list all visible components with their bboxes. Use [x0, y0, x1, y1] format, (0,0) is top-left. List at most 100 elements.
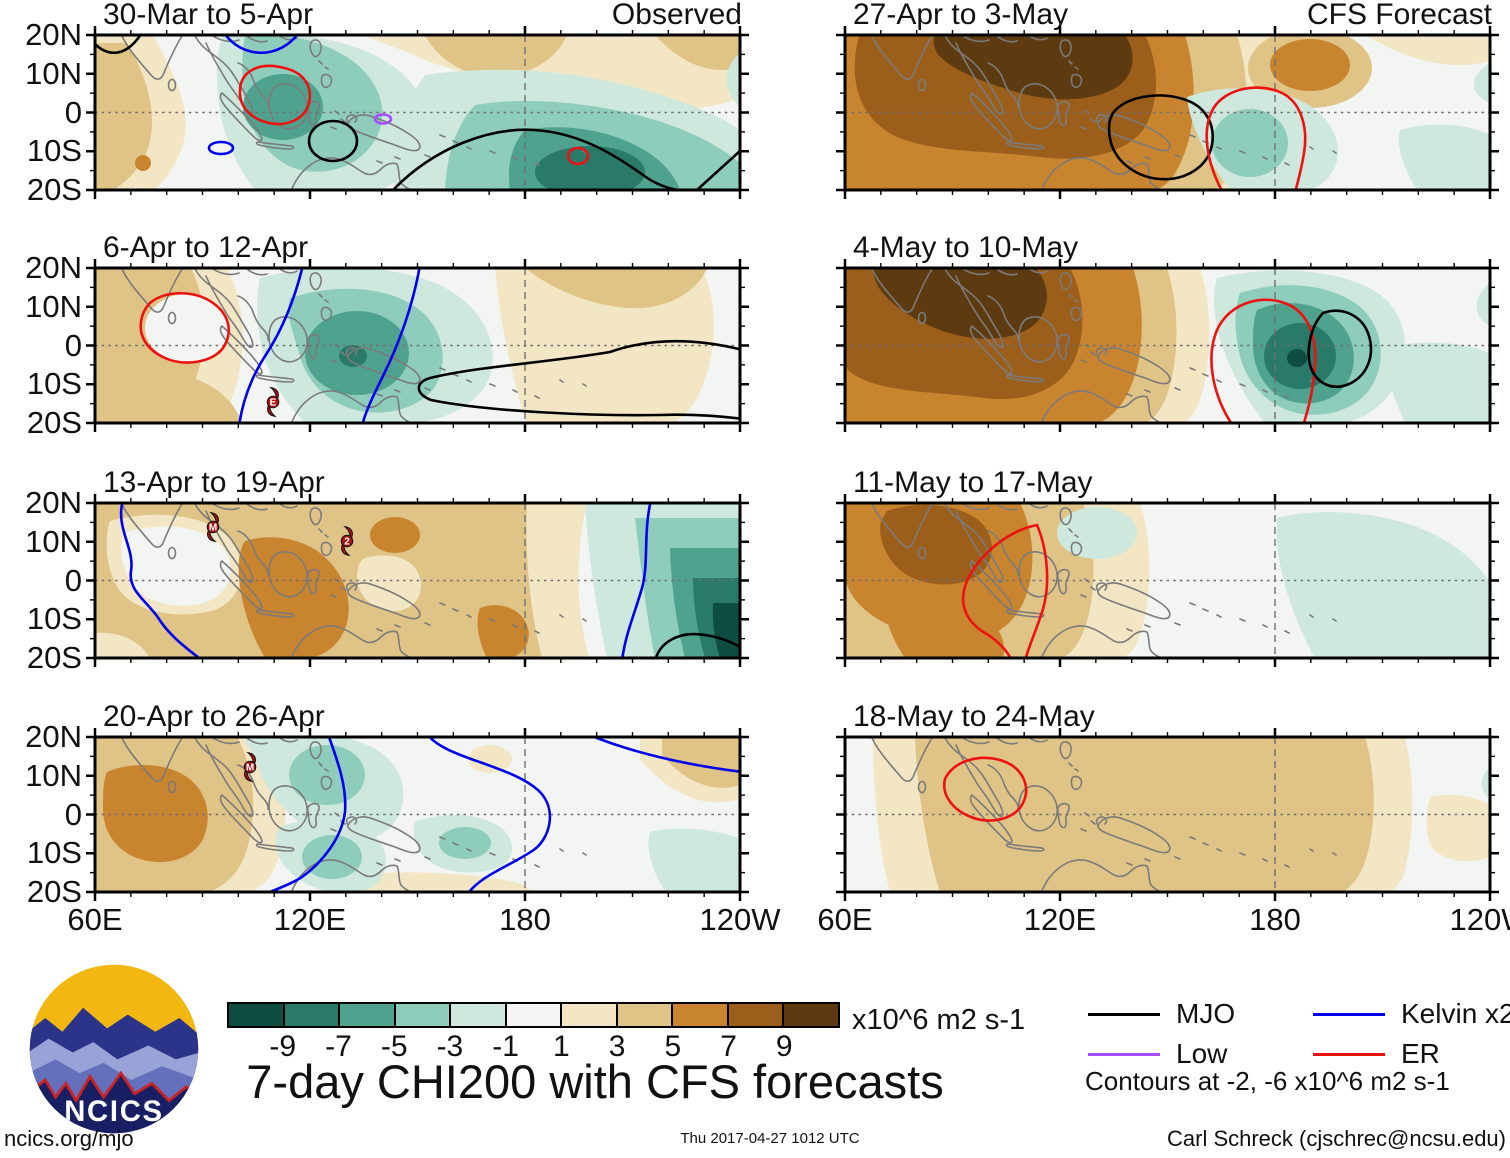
lon-label: 120E [273, 902, 347, 937]
colorbar-cell [671, 1002, 729, 1028]
lon-label: 60E [67, 902, 123, 937]
svg-text:M: M [209, 523, 217, 534]
colorbar-cell [726, 1002, 785, 1028]
colorbar-tick-label: 3 [608, 1030, 626, 1063]
lat-label: 20N [25, 485, 82, 520]
wave-contours [266, 737, 740, 892]
map-panel-3: M 2 [86, 494, 749, 667]
main-title: 7-day CHI200 with CFS forecasts [246, 1055, 944, 1108]
colorbar-tick-label: 7 [720, 1030, 737, 1063]
legend-label: Low [1176, 1038, 1228, 1069]
legend-note: Contours at -2, -6 x10^6 m2 s-1 [1085, 1066, 1450, 1096]
colorbar-tick-label: 9 [775, 1030, 793, 1063]
lon-label: 60E [817, 902, 873, 937]
lat-label: 20S [26, 172, 82, 207]
column-subtitle-observed: Observed [611, 0, 742, 31]
fill-contours [95, 35, 740, 190]
graticule [845, 268, 1490, 423]
graticule [845, 503, 1490, 658]
colorbar-cell [227, 1002, 285, 1028]
panel-13apr-19apr: 13-Apr to 19-Apr [86, 466, 749, 667]
lon-label: 180 [499, 902, 551, 937]
lat-label: 20S [26, 405, 82, 440]
lat-label: 10N [25, 757, 82, 793]
axis-ticks [86, 494, 749, 667]
lon-label: 120E [1023, 902, 1097, 937]
wave-contours [119, 503, 740, 658]
storm-marker: M [206, 512, 220, 542]
panel-18may-24may: 18-May to 24-May [836, 700, 1499, 901]
colorbar-tick-label: -9 [269, 1030, 297, 1063]
colorbar-cell [782, 1002, 841, 1028]
lat-label: 10S [26, 601, 82, 637]
er-line-swatch [1313, 1053, 1385, 1056]
svg-text:M: M [246, 763, 254, 774]
colorbar [227, 1002, 841, 1028]
kelvin-line-swatch [1313, 1013, 1385, 1016]
ncics-logo: NCICS [29, 964, 199, 1134]
panel-title: 4-May to 10-May [853, 231, 1079, 264]
colorbar-tick-label: 5 [664, 1030, 682, 1063]
lat-axis-row-4: 20N 10N 0 10S 20S [0, 719, 86, 909]
panel-11may-17may: 11-May to 17-May [836, 466, 1499, 667]
lat-label: 0 [64, 796, 82, 832]
lat-label: 0 [64, 327, 82, 363]
axis-ticks [86, 26, 749, 199]
storm-marker: 2 [340, 526, 354, 556]
svg-text:2: 2 [344, 537, 350, 548]
wave-contours [942, 756, 1028, 822]
storm-marker: E [266, 387, 280, 417]
graticule [95, 35, 740, 190]
map-panel-1 [86, 26, 749, 199]
lat-label: 10N [25, 55, 82, 91]
panel-title: 11-May to 17-May [853, 466, 1093, 499]
wave-contours [95, 35, 740, 190]
colorbar-units: x10^6 m2 s-1 [852, 1004, 1026, 1036]
colorbar-tick-label: -5 [380, 1030, 408, 1063]
wave-contours [1107, 86, 1307, 190]
map-panel-2: E [86, 259, 749, 432]
lat-label: 20N [25, 719, 82, 754]
footer-timestamp: Thu 2017-04-27 1012 UTC [680, 1130, 860, 1147]
map-panel-6 [836, 259, 1499, 432]
panel-title: 13-Apr to 19-Apr [103, 466, 325, 499]
panel-6apr-12apr: 6-Apr to 12-Apr [86, 231, 749, 432]
lat-label: 20S [26, 640, 82, 675]
colorbar-cell [393, 1002, 452, 1028]
wave-contours [961, 523, 1049, 658]
graticule [95, 503, 740, 658]
lat-label: 10S [26, 835, 82, 871]
graticule [845, 35, 1490, 190]
lat-label: 10S [26, 366, 82, 402]
low-line-swatch [1088, 1053, 1160, 1056]
wave-contours [1210, 298, 1373, 423]
panel-30mar-5apr: 30-Mar to 5-Apr Observed [86, 0, 749, 199]
panel-title: 6-Apr to 12-Apr [103, 231, 309, 264]
panel-title: 27-Apr to 3-May [853, 0, 1069, 31]
storm-marker: M [243, 752, 257, 782]
map-panel-7 [836, 494, 1499, 667]
colorbar-tick-label: -3 [436, 1030, 464, 1063]
lat-label: 20N [25, 17, 82, 52]
lon-label: 120W [699, 902, 781, 937]
lat-axis-row-1: 20N 10N 0 10S 20S [0, 17, 86, 207]
column-subtitle-cfs-forecast: CFS Forecast [1306, 0, 1492, 31]
lat-label: 10N [25, 288, 82, 324]
colorbar-cell [560, 1002, 618, 1028]
fill-contours [873, 737, 1490, 892]
fill-contours [95, 737, 740, 892]
lat-label: 10S [26, 133, 82, 169]
axis-ticks [836, 728, 1499, 901]
colorbar-tick-label: -1 [492, 1030, 519, 1063]
lon-label: 120W [1449, 902, 1510, 937]
fill-contours [845, 268, 1490, 423]
panel-20apr-26apr: 20-Apr to 26-Apr [86, 700, 749, 901]
colorbar-cell [504, 1002, 563, 1028]
colorbar-cell [449, 1002, 507, 1028]
fill-contours [845, 35, 1490, 190]
colorbar-tick-label: 1 [553, 1030, 570, 1063]
axis-ticks [86, 259, 749, 432]
panel-title: 18-May to 24-May [853, 700, 1095, 733]
map-panel-8 [836, 728, 1499, 901]
footer-url: ncics.org/mjo [4, 1126, 134, 1151]
